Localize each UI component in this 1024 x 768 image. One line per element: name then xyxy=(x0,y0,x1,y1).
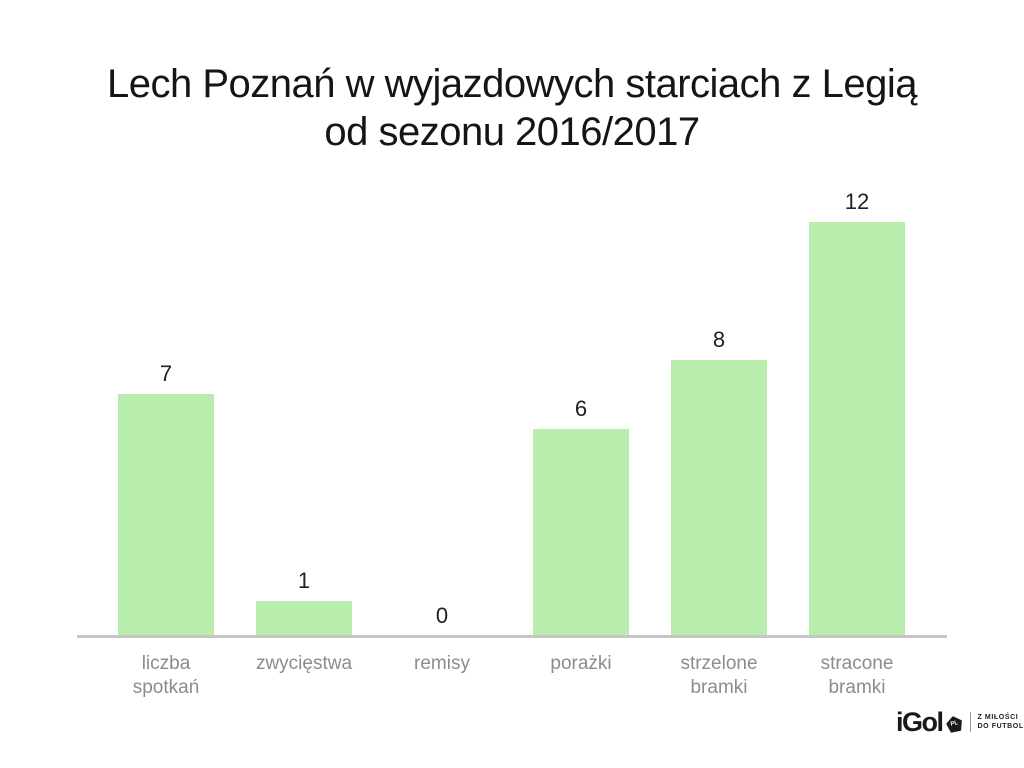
chart-title: Lech Poznań w wyjazdowych starciach z Le… xyxy=(0,60,1024,156)
x-axis-line xyxy=(77,635,947,638)
igol-tagline-line-1: Z MIŁOŚCI xyxy=(977,714,1019,721)
category-label-4: strzelone bramki xyxy=(680,653,758,698)
bar-value-label-3: 6 xyxy=(574,396,588,421)
category-label-2: remisy xyxy=(414,653,470,674)
logo-divider xyxy=(969,712,971,732)
chart-title-line-2: od sezonu 2016/2017 xyxy=(324,110,700,154)
chart-title-line-1: Lech Poznań w wyjazdowych starciach z Le… xyxy=(106,62,918,106)
category-label-3: porażki xyxy=(550,653,612,674)
category-label-0: liczba spotkań xyxy=(132,653,200,698)
igol-tagline-line-2: DO FUTBOLU xyxy=(977,723,1024,730)
bar-4 xyxy=(671,360,767,636)
category-label-5: stracone bramki xyxy=(820,653,894,698)
bar-0 xyxy=(118,394,214,636)
bar-value-label-0: 7 xyxy=(159,361,173,386)
bar-value-label-5: 12 xyxy=(844,189,870,214)
category-label-1: zwycięstwa xyxy=(255,653,353,674)
igol-pentagon-badge-icon: PL xyxy=(944,714,963,733)
x-axis-category-labels: liczba spotkań zwycięstwa remisy porażki str… xyxy=(77,652,947,712)
igol-brand-text: iGol xyxy=(896,707,944,737)
bar-5 xyxy=(809,222,905,636)
igol-logo: iGol PL Z MIŁOŚCI DO FUTBOLU xyxy=(896,707,1024,737)
bar-value-label-4: 8 xyxy=(712,327,726,352)
bar-value-label-1: 1 xyxy=(297,568,311,593)
bar-3 xyxy=(533,429,629,636)
bar-value-label-2: 0 xyxy=(435,603,449,628)
bar-1 xyxy=(256,601,352,636)
bar-chart-plot-area: 7 1 0 6 8 12 xyxy=(77,0,947,636)
igol-tagline: Z MIŁOŚCI DO FUTBOLU xyxy=(978,713,1024,731)
igol-badge-text: PL xyxy=(949,720,959,728)
